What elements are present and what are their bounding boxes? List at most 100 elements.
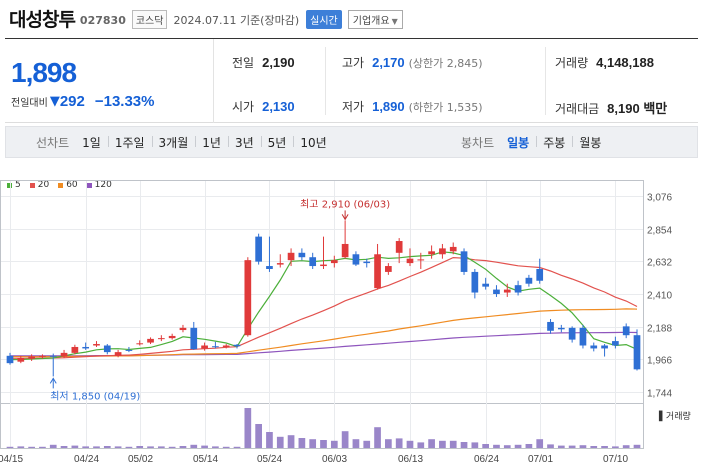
stat-value: 8,190 백만 [607,101,668,116]
volume-bar [341,431,349,448]
volume-bar [352,439,360,448]
line-chart-label: 선차트 [36,135,70,150]
lower-limit: (하한가 1,535) [408,101,483,114]
tab-1y[interactable]: 1년 [195,134,228,151]
candle-body [428,251,435,255]
y-tick-label: 2,854 [647,226,672,237]
candle-body [28,356,35,359]
candle-body [190,327,198,350]
tab-10y[interactable]: 10년 [293,134,333,151]
volume-bar [266,432,273,448]
company-info-button[interactable]: 기업개요 ▼ [347,10,403,29]
volume-bar [525,444,533,448]
volume-bar [82,446,90,448]
tab-monthly[interactable]: 월봉 [572,134,608,151]
stat-volume: 거래량 4,148,188 [555,54,654,71]
volume-bar [439,440,446,448]
volume-bar [201,445,208,448]
legend-ma20[interactable]: 20 [29,180,50,190]
candle-body [493,289,500,294]
y-tick-label: 3,076 [647,193,672,204]
stock-header: 대성창투 027830 코스닥 2024.07.11 기준(장마감) 실시간 기… [0,0,703,36]
tab-1d[interactable]: 1일 [82,135,101,150]
y-tick-label: 1,744 [647,389,672,400]
down-arrow-icon: ▼ [49,94,60,109]
min-arrow-head [49,377,57,384]
candle-body [330,260,338,264]
as-of-date: 2024.07.11 기준(장마감) [173,13,300,27]
stat-high: 고가 2,170 (상한가 2,845) [342,54,483,71]
candle-body [266,266,273,269]
legend-ma120[interactable]: 120 [86,180,112,190]
volume-bar [17,446,25,448]
stat-value: 2,170 [372,55,405,70]
legend-ma60[interactable]: 60 [58,180,78,190]
legend-label: 5 [15,180,21,190]
volume-bar [222,446,230,448]
tab-5y[interactable]: 5년 [260,134,294,151]
max-arrow-head [341,214,349,221]
candle-body [71,346,79,353]
volume-bar [6,446,14,448]
candle-body [406,258,414,264]
current-price-box: 1,898 전일대비 ▼ 292 −13.33% [5,39,214,123]
x-tick-label: 04/24 [74,454,99,465]
volume-bar [103,446,111,448]
volume-bar [374,427,381,448]
candle-body [417,259,425,261]
legend-swatch [7,182,12,188]
volume-bar [190,444,198,448]
candle-body [125,349,133,351]
tab-weekly[interactable]: 주봉 [536,134,572,151]
realtime-button[interactable]: 실시간 [306,10,342,29]
stat-label: 저가 [342,100,365,114]
stat-label: 전일 [232,56,255,70]
chart-period-tabs: 선차트 1일 1주일 3개월 1년 3년 5년 10년 봉차트 일봉 주봉 월봉 [5,126,698,158]
volume-bar [612,446,619,448]
legend-label: 120 [94,180,112,190]
candle-body [60,352,68,357]
legend-swatch [29,182,35,188]
volume-bar [395,438,403,448]
volume-bar [460,442,468,448]
price-change: 전일대비 ▼ 292 −13.33% [11,93,154,110]
legend-label: 20 [37,180,50,190]
candle-body [49,355,57,357]
tab-3m[interactable]: 3개월 [151,134,196,151]
candlestick-chart[interactable]: 3,076 2,854 2,632 2,410 2,188 1,966 1,744 04/15… [0,160,703,474]
y-tick-label: 2,410 [647,291,672,302]
x-tick-label: 06/13 [398,454,423,465]
candle-body [547,321,554,331]
candle-body [39,355,46,357]
volume-bar [39,446,46,448]
stat-open: 시가 2,130 [232,98,295,115]
volume-bar [49,444,57,448]
legend-ma5[interactable]: 5 [7,180,21,190]
candle-body [374,254,381,289]
min-annotation: 최저 1,850 (04/19) [50,390,140,402]
candle-body [471,271,479,293]
volume-bar [547,444,554,448]
stat-label: 시가 [232,100,255,114]
stat-prev: 전일 2,190 [232,54,295,71]
candle-body [503,289,511,293]
volume-bar [60,446,68,448]
volume-bar [557,445,565,448]
tab-daily[interactable]: 일봉 [507,135,530,150]
stat-label: 거래대금 [555,102,600,116]
candle-body [590,345,598,349]
candle-body [212,346,219,348]
x-tick-label: 05/14 [193,454,218,465]
volume-bar [71,445,79,448]
stat-value: 2,130 [262,99,295,114]
price-summary: 1,898 전일대비 ▼ 292 −13.33% 전일 2,190 고가 2,1… [5,38,698,123]
candle-body [17,358,25,362]
x-tick-label: 05/24 [257,454,282,465]
tab-1w[interactable]: 1주일 [107,134,152,151]
x-tick-label: 07/10 [603,454,628,465]
legend-swatch [86,182,92,188]
volume-bar [114,446,122,448]
tab-3y[interactable]: 3년 [227,134,261,151]
volume-bar [28,446,35,448]
volume-bar [212,446,219,448]
